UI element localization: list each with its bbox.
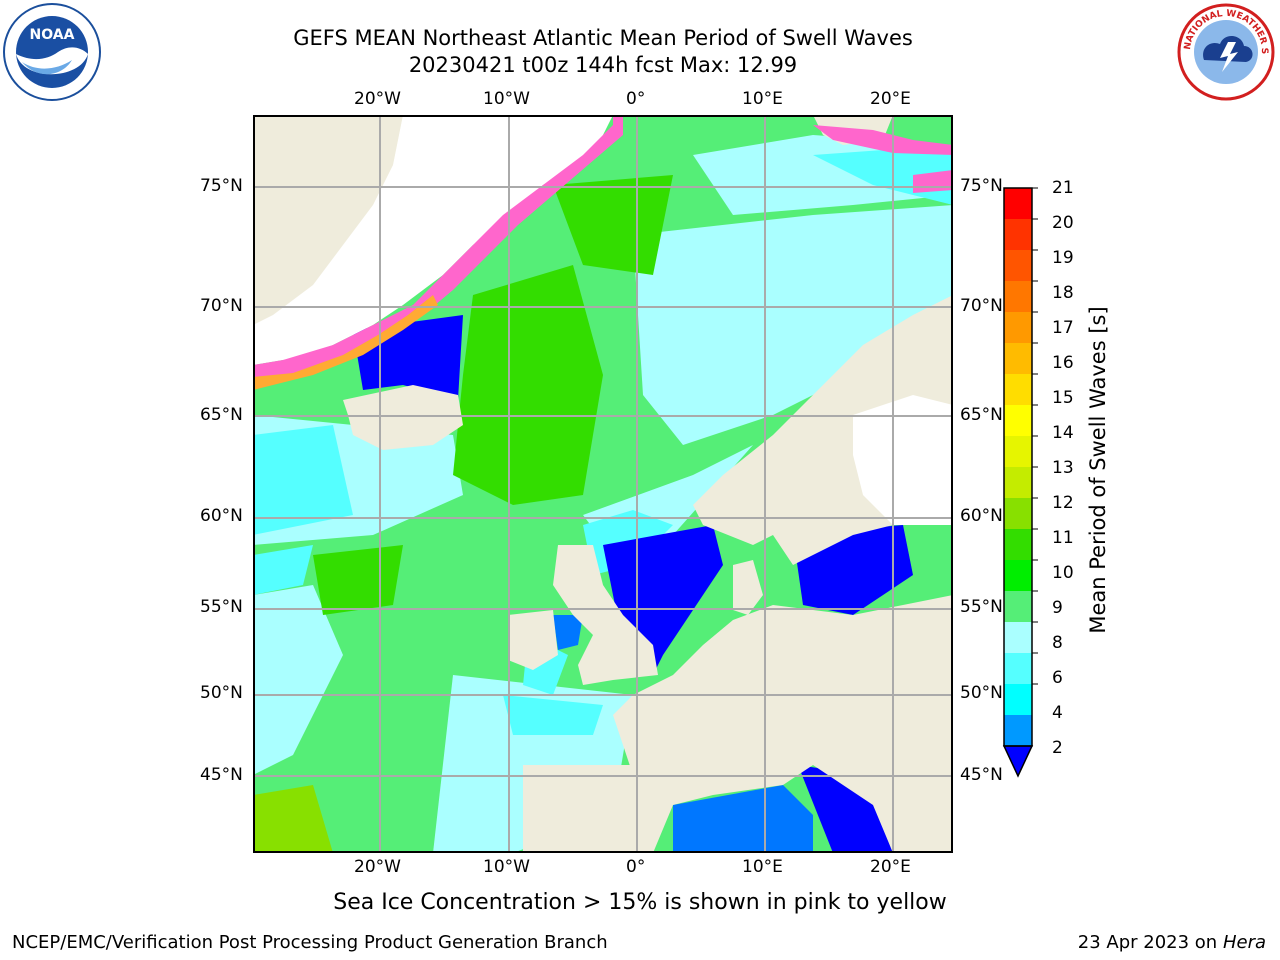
land-denmark — [733, 560, 763, 615]
colorbar-segment — [1004, 560, 1032, 591]
colorbar-title: Mean Period of Swell Waves [s] — [1086, 306, 1110, 634]
colorbar-segment — [1004, 374, 1032, 405]
lon-label-bottom: 0° — [626, 857, 646, 877]
nws-logo-icon: NATIONAL WEATHER SERVICE — [1176, 2, 1275, 101]
swell-zone-cyan — [253, 545, 313, 595]
svg-text:NOAA: NOAA — [30, 27, 75, 43]
land-iberia — [523, 765, 633, 853]
lon-label-bottom: 20°E — [870, 857, 911, 877]
colorbar-tick-label: 13 — [1052, 458, 1074, 478]
swell-zone-green — [253, 785, 333, 853]
colorbar-segment — [1004, 436, 1032, 467]
lat-label-right: 45°N — [960, 765, 1003, 785]
lat-label-left: 50°N — [200, 683, 243, 703]
colorbar-segment — [1004, 343, 1032, 374]
sea-ice-edge — [253, 295, 438, 390]
colorbar-segment — [1004, 219, 1032, 250]
lat-label-right: 55°N — [960, 597, 1003, 617]
colorbar-segment — [1004, 591, 1032, 622]
colorbar-segment — [1004, 498, 1032, 529]
sea-ice-caption: Sea Ice Concentration > 15% is shown in … — [333, 890, 947, 915]
lat-label-left: 70°N — [200, 296, 243, 316]
swell-zone-light-cyan — [253, 585, 343, 775]
lon-label-bottom: 10°E — [742, 857, 783, 877]
sea-ice-edge — [813, 125, 953, 155]
colorbar-tick-label: 14 — [1052, 423, 1074, 443]
colorbar-extend-arrow — [1002, 745, 1034, 778]
colorbar-segment — [1004, 467, 1032, 498]
colorbar-segment — [1004, 653, 1032, 684]
swell-period-map — [253, 115, 953, 853]
lat-label-left: 75°N — [200, 176, 243, 196]
colorbar-tick-label: 12 — [1052, 493, 1074, 513]
colorbar-tick-label: 2 — [1052, 738, 1063, 758]
colorbar-segment — [1004, 281, 1032, 312]
lon-label-top: 10°E — [742, 89, 783, 109]
lat-label-right: 65°N — [960, 405, 1003, 425]
colorbar-tick-label: 8 — [1052, 633, 1063, 653]
noaa-logo-icon: NOAA — [3, 3, 101, 101]
footer-date-text: 23 Apr 2023 on — [1077, 932, 1223, 953]
lat-label-right: 60°N — [960, 506, 1003, 526]
land-continental-europe — [613, 595, 953, 853]
swell-zone-cyan — [503, 695, 603, 735]
footer-host: Hera — [1222, 932, 1266, 953]
swell-zone-green — [453, 265, 603, 505]
colorbar-segment — [1004, 684, 1032, 715]
lon-label-top: 20°E — [870, 89, 911, 109]
lon-label-bottom: 20°W — [354, 857, 401, 877]
lat-label-left: 65°N — [200, 405, 243, 425]
colorbar-segment — [1004, 250, 1032, 281]
colorbar-tick-label: 6 — [1052, 668, 1063, 688]
colorbar-segment — [1004, 312, 1032, 343]
colorbar-segment — [1004, 405, 1032, 436]
lat-label-left: 45°N — [200, 765, 243, 785]
colorbar-tick-label: 18 — [1052, 283, 1074, 303]
colorbar-segment — [1004, 529, 1032, 560]
land-finland-snow — [853, 395, 953, 525]
colorbar-tick-label: 21 — [1052, 178, 1074, 198]
lat-label-right: 70°N — [960, 296, 1003, 316]
colorbar-tick-label: 17 — [1052, 318, 1074, 338]
swell-zone-blue — [798, 765, 893, 853]
lon-label-bottom: 10°W — [483, 857, 530, 877]
swell-zone-green — [553, 175, 673, 275]
colorbar-tick-label: 15 — [1052, 388, 1074, 408]
colorbar-segment — [1004, 622, 1032, 653]
colorbar-tick-label: 10 — [1052, 563, 1074, 583]
colorbar-tick-label: 19 — [1052, 248, 1074, 268]
colorbar — [1002, 187, 1038, 778]
colorbar-segment — [1004, 188, 1032, 219]
footer-date: 23 Apr 2023 on Hera — [1078, 932, 1266, 953]
lat-label-left: 60°N — [200, 506, 243, 526]
colorbar-tick-label: 16 — [1052, 353, 1074, 373]
colorbar-tick-label: 9 — [1052, 598, 1063, 618]
lon-label-top: 0° — [626, 89, 646, 109]
map-title: GEFS MEAN Northeast Atlantic Mean Period… — [293, 26, 913, 50]
swell-zone-blue — [553, 615, 583, 650]
footer-credit: NCEP/EMC/Verification Post Processing Pr… — [12, 932, 608, 953]
colorbar-segment — [1004, 715, 1032, 746]
lat-label-left: 55°N — [200, 597, 243, 617]
colorbar-tick-label: 4 — [1052, 703, 1063, 723]
lat-label-right: 75°N — [960, 176, 1003, 196]
graticule — [253, 115, 953, 853]
land-ireland — [508, 610, 558, 670]
swell-zone-green — [313, 545, 403, 615]
map-subtitle: 20230421 t00z 144h fcst Max: 12.99 — [408, 53, 798, 77]
swell-zone-blue — [673, 785, 813, 853]
lon-label-top: 10°W — [483, 89, 530, 109]
land-iceland — [343, 385, 463, 450]
colorbar-tick-label: 20 — [1052, 213, 1074, 233]
swell-zone-cyan — [253, 425, 353, 535]
lon-label-top: 20°W — [354, 89, 401, 109]
swell-zone-light-cyan — [633, 205, 953, 445]
lat-label-right: 50°N — [960, 683, 1003, 703]
land-greenland-coast — [253, 115, 403, 325]
colorbar-tick-label: 11 — [1052, 528, 1074, 548]
land-great-britain — [553, 545, 658, 685]
